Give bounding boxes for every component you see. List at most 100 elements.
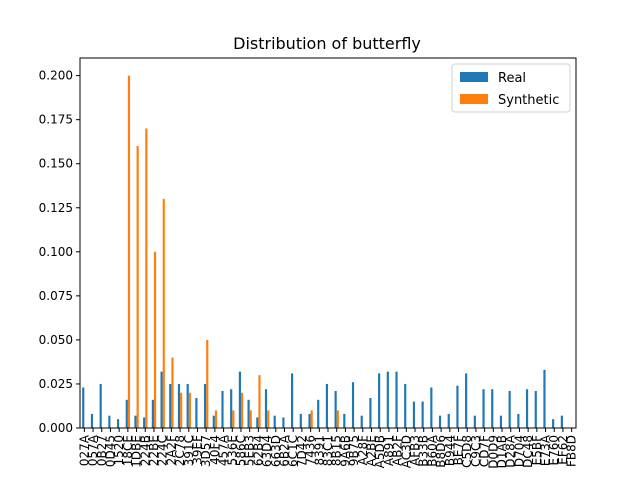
x-tick-label: E760 <box>547 435 561 466</box>
bar-real-AB2F <box>395 371 398 428</box>
x-tick-label: 6B2A <box>277 434 291 467</box>
bar-real-39EF <box>195 398 198 428</box>
bar-real-6C1C <box>291 373 294 428</box>
bar-real-D704 <box>517 413 520 428</box>
bar-synthetic-391C <box>188 392 191 428</box>
bar-synthetic-224C <box>162 198 165 428</box>
x-tick-label: 1520 <box>112 435 126 466</box>
bar-synthetic-3D57 <box>206 339 209 428</box>
x-tick-label: 457A <box>217 434 231 466</box>
bar-real-EF62 <box>560 415 563 428</box>
y-tick-label: 0.175 <box>39 113 73 127</box>
bar-real-B8D6 <box>438 415 442 428</box>
bar-real-E73A <box>543 369 546 428</box>
x-tick-label: 8B15 <box>330 435 344 466</box>
y-tick-label: 0.150 <box>39 157 73 171</box>
x-tick-label: 1DBE <box>130 435 144 468</box>
plot-frame <box>79 57 577 429</box>
bar-real-0B27 <box>99 383 102 428</box>
bar-real-1520 <box>116 419 120 428</box>
x-tick-label: 0D45 <box>103 435 117 467</box>
bar-real-057A <box>90 413 94 428</box>
bar-real-8391 <box>317 399 320 428</box>
y-tick-label: 0.125 <box>39 201 73 215</box>
x-tick-label: 224B <box>138 435 152 466</box>
bar-real-5EB3 <box>247 399 250 428</box>
x-tick-label: A891 <box>382 435 396 466</box>
bar-synthetic-1DBE <box>136 146 139 428</box>
bar-real-B944 <box>447 413 450 428</box>
bar-real-CD7F <box>482 389 485 428</box>
x-tick-label: D0D9 <box>486 435 500 469</box>
bar-real-BE7F <box>456 385 459 428</box>
x-tick-label: AFB3 <box>408 435 422 466</box>
bar-real-224C <box>160 371 163 428</box>
bar-real-536E <box>230 389 233 428</box>
x-tick-label: B944 <box>443 435 457 466</box>
x-tick-label: A28F <box>356 435 370 465</box>
x-tick-label: 9A6B <box>338 435 352 467</box>
bar-synthetic-2A2F <box>171 357 174 428</box>
x-tick-label: 663D <box>269 435 283 467</box>
bar-real-3D57 <box>204 383 207 428</box>
bar-real-18CE <box>125 399 128 428</box>
bar-real-1DBE <box>134 415 137 428</box>
bar-synthetic-5EB3 <box>249 410 252 428</box>
x-tick-label: C9C3 <box>469 435 483 467</box>
x-tick-label: B8D6 <box>434 435 448 468</box>
x-tick-label: 224C <box>156 435 170 466</box>
bar-synthetic-586C <box>240 392 244 428</box>
bar-real-B60A <box>430 387 433 428</box>
bar-real-22BE <box>151 399 154 428</box>
bar-real-C9C3 <box>473 415 476 428</box>
bar-real-7D42 <box>299 413 302 428</box>
bar-synthetic-22BE <box>153 251 157 428</box>
bar-real-A5DB <box>378 373 381 428</box>
bar-real-663D <box>273 415 276 428</box>
bar-real-A28F <box>360 415 363 428</box>
bar-real-0D45 <box>108 415 111 428</box>
bar-synthetic-2C78 <box>180 392 183 428</box>
bar-real-2C78 <box>177 383 181 428</box>
x-tick-label: 22BE <box>147 435 161 466</box>
x-tick-label: A5DB <box>373 435 387 468</box>
x-axis: 027A057A0B270D45152018CE1DBE224B22BE224C… <box>77 428 579 469</box>
x-tick-label: 83C1 <box>321 435 335 466</box>
x-tick-label: 18CE <box>121 435 135 466</box>
y-tick-label: 0.200 <box>39 69 73 83</box>
x-tick-label: 0B27 <box>95 435 109 466</box>
bar-real-8B15 <box>334 391 337 428</box>
x-tick-label: D1AB <box>495 435 509 468</box>
bar-synthetic-7436 <box>310 410 313 428</box>
x-tick-label: D28A <box>504 434 518 468</box>
legend: Real Synthetic <box>451 63 571 113</box>
x-tick-label: BE7F <box>452 435 466 465</box>
x-tick-label: DC48 <box>521 435 535 468</box>
legend-swatch-synthetic <box>460 94 488 104</box>
x-tick-label: D704 <box>512 435 526 467</box>
x-tick-label: 7436 <box>304 435 318 466</box>
x-tick-label: AB2F <box>391 435 405 466</box>
legend-label-real: Real <box>498 71 526 86</box>
bar-real-A2BE <box>369 398 372 428</box>
y-axis: 0.000 0.025 0.050 0.075 0.100 0.125 0.150 0.175… <box>39 69 80 435</box>
bar-real-224B <box>143 417 146 428</box>
x-tick-label: 2C78 <box>173 435 187 466</box>
bar-real-D0D9 <box>491 389 494 428</box>
bar-synthetic-536E <box>232 410 235 428</box>
x-tick-label: EF62 <box>556 435 570 465</box>
x-tick-label: 2A2F <box>164 435 178 465</box>
x-tick-label: C5D8 <box>460 435 474 468</box>
bar-real-586C <box>238 371 241 428</box>
x-tick-label: 586C <box>234 435 248 466</box>
legend-label-synthetic: Synthetic <box>498 93 559 108</box>
y-tick-label: 0.000 <box>39 421 73 435</box>
bar-real-D1AB <box>499 415 503 428</box>
x-tick-label: 5EB3 <box>243 435 257 466</box>
bar-real-E760 <box>552 419 555 428</box>
bar-real-D28A <box>508 391 511 428</box>
x-tick-label: CD7F <box>478 435 492 467</box>
legend-swatch-real <box>460 72 488 82</box>
bar-synthetic-18CE <box>127 75 131 428</box>
